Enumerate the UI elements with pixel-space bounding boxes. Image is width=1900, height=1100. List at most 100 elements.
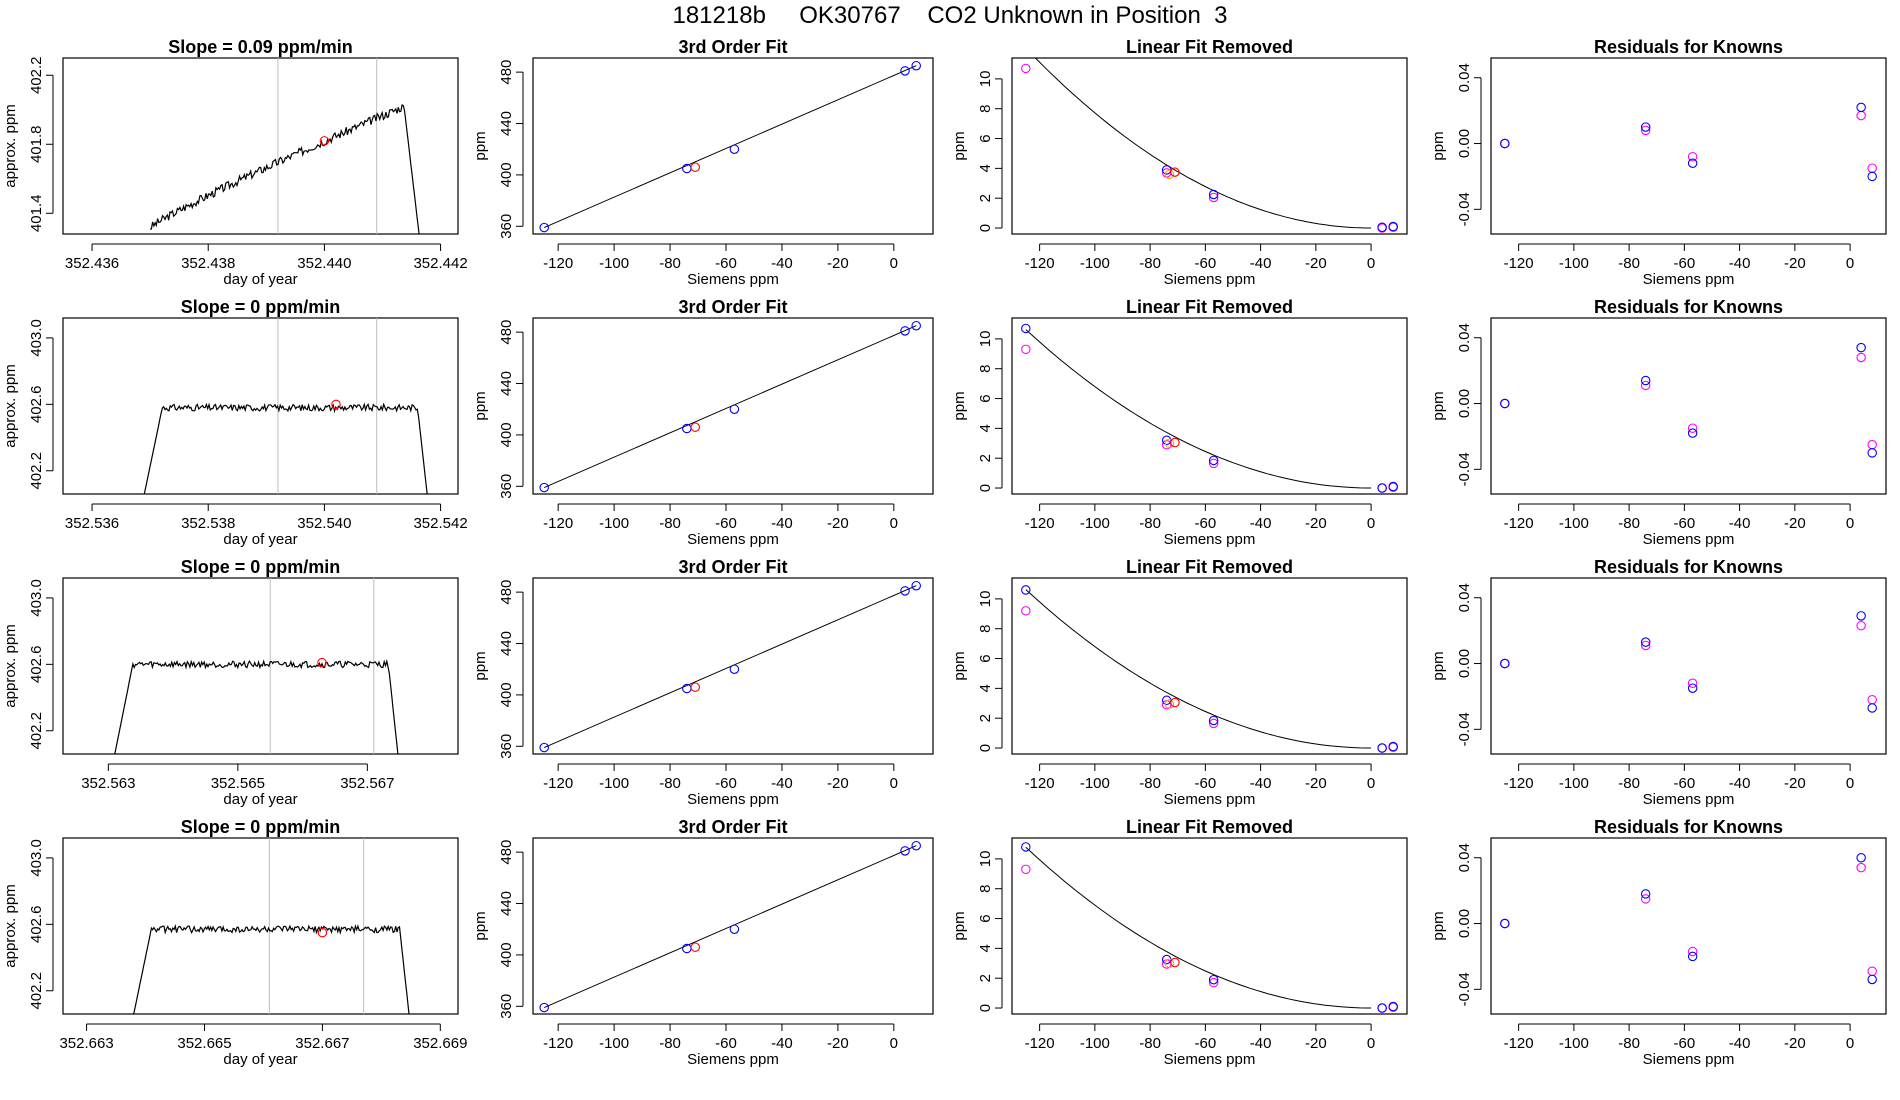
panel-title: Linear Fit Removed xyxy=(1126,817,1293,837)
x-tick-label: -60 xyxy=(715,255,737,272)
panel-title: 3rd Order Fit xyxy=(678,37,787,57)
known-point xyxy=(539,482,549,493)
plot-frame xyxy=(62,577,459,755)
unknown-point xyxy=(1170,437,1180,448)
plot-area xyxy=(1500,102,1877,182)
known-point xyxy=(900,66,910,76)
unknown-point xyxy=(1164,169,1175,180)
x-axis-label: day of year xyxy=(223,791,297,808)
panel-2-0: Slope = 0 ppm/min 352.563 352.565 352.567 da… xyxy=(2,557,459,808)
known-point xyxy=(1687,951,1698,962)
plot-frame xyxy=(532,317,934,495)
x-tick-label: -40 xyxy=(1250,515,1272,532)
x-tick-label: -40 xyxy=(771,1035,793,1052)
data-trace xyxy=(114,658,399,754)
x-tick-label: -20 xyxy=(1305,775,1327,792)
y-axis-label: ppm xyxy=(1430,651,1447,680)
x-tick-label: 352.542 xyxy=(413,515,467,532)
known-point xyxy=(1500,398,1510,409)
y-tick-label: 8 xyxy=(977,105,994,113)
plot-area xyxy=(539,580,921,753)
known-point xyxy=(911,60,921,71)
plot-area xyxy=(1021,585,1398,753)
known-point xyxy=(1687,428,1698,438)
y-axis-label: approx. ppm xyxy=(2,104,19,187)
plot-frame xyxy=(532,577,934,755)
y-tick-label: 10 xyxy=(977,71,994,88)
panel-title: 3rd Order Fit xyxy=(678,817,787,837)
magenta-point xyxy=(1856,620,1866,631)
magenta-point xyxy=(1856,110,1866,121)
x-tick-label: -60 xyxy=(715,515,737,532)
known-point xyxy=(1867,703,1877,713)
plot-area xyxy=(1021,323,1398,493)
x-axis-label: Siemens ppm xyxy=(1643,1051,1735,1068)
y-axis-label: approx. ppm xyxy=(2,364,19,447)
y-tick-label: 2 xyxy=(977,454,994,462)
known-point xyxy=(1021,585,1031,595)
plot-area xyxy=(1021,842,1398,1013)
known-point xyxy=(1856,342,1866,353)
known-point xyxy=(1377,1003,1387,1013)
x-tick-label: -20 xyxy=(827,515,849,532)
y-tick-label: 4 xyxy=(977,164,994,172)
y-tick-label: 401.8 xyxy=(28,126,45,164)
x-tick-label: -120 xyxy=(543,515,573,532)
data-trace xyxy=(133,923,410,1014)
x-tick-label: 352.565 xyxy=(211,775,265,792)
x-tick-label: -20 xyxy=(1784,1035,1806,1052)
x-tick-label: -120 xyxy=(1025,775,1055,792)
fit-line xyxy=(543,65,917,229)
y-tick-label: 0 xyxy=(977,224,994,232)
known-point xyxy=(1640,637,1651,647)
y-tick-label: 0.04 xyxy=(1456,323,1473,352)
y-tick-label: 6 xyxy=(977,394,994,402)
x-tick-label: 0 xyxy=(1367,775,1375,792)
x-axis-label: Siemens ppm xyxy=(687,1051,779,1068)
panel-title: Linear Fit Removed xyxy=(1126,297,1293,317)
known-point xyxy=(1640,375,1651,386)
x-tick-label: -120 xyxy=(543,255,573,272)
x-tick-label: -40 xyxy=(1729,1035,1751,1052)
panel-3-3: Residuals for Knowns -120 -100 -80 -60 -40 -20… xyxy=(1430,817,1887,1068)
magenta-point xyxy=(1687,151,1698,162)
x-tick-label: -80 xyxy=(1618,775,1640,792)
known-point xyxy=(1856,102,1866,113)
y-tick-label: 2 xyxy=(977,194,994,202)
y-tick-label: 400 xyxy=(498,682,515,707)
x-tick-label: -100 xyxy=(1559,255,1589,272)
plot-area xyxy=(1500,342,1877,458)
fit-line xyxy=(543,325,917,489)
y-tick-label: 0.04 xyxy=(1456,63,1473,92)
x-tick-label: -40 xyxy=(1729,515,1751,532)
panel-2-3: Residuals for Knowns -120 -100 -80 -60 -40 -20… xyxy=(1430,557,1887,808)
x-tick-label: 352.669 xyxy=(413,1035,467,1052)
magenta-point xyxy=(1867,966,1877,976)
y-tick-label: 402.6 xyxy=(28,646,45,684)
x-tick-label: -100 xyxy=(599,255,629,272)
y-tick-label: 480 xyxy=(498,580,515,605)
known-point xyxy=(900,586,910,596)
panel-title: Residuals for Knowns xyxy=(1594,297,1783,317)
panel-0-3: Residuals for Knowns -120 -100 -80 -60 -40 -20… xyxy=(1430,37,1887,288)
magenta-point xyxy=(1867,163,1877,173)
y-tick-label: 0.00 xyxy=(1456,389,1473,418)
y-tick-label: 0.00 xyxy=(1456,909,1473,938)
magenta-point xyxy=(1208,977,1219,988)
x-tick-label: 0 xyxy=(890,255,898,272)
x-tick-label: 352.438 xyxy=(181,255,235,272)
x-tick-label: 352.442 xyxy=(413,255,467,272)
plot-frame xyxy=(62,57,459,235)
plot-area xyxy=(539,840,921,1013)
x-tick-label: -20 xyxy=(1784,255,1806,272)
known-point xyxy=(729,924,740,934)
y-tick-label: 403.0 xyxy=(28,579,45,617)
known-point xyxy=(1377,483,1387,493)
fit-line xyxy=(543,585,917,749)
x-axis-label: day of year xyxy=(223,271,297,288)
x-tick-label: -20 xyxy=(1784,775,1806,792)
y-tick-label: 360 xyxy=(498,734,515,759)
panel-title: Residuals for Knowns xyxy=(1594,37,1783,57)
x-tick-label: -120 xyxy=(1504,515,1534,532)
